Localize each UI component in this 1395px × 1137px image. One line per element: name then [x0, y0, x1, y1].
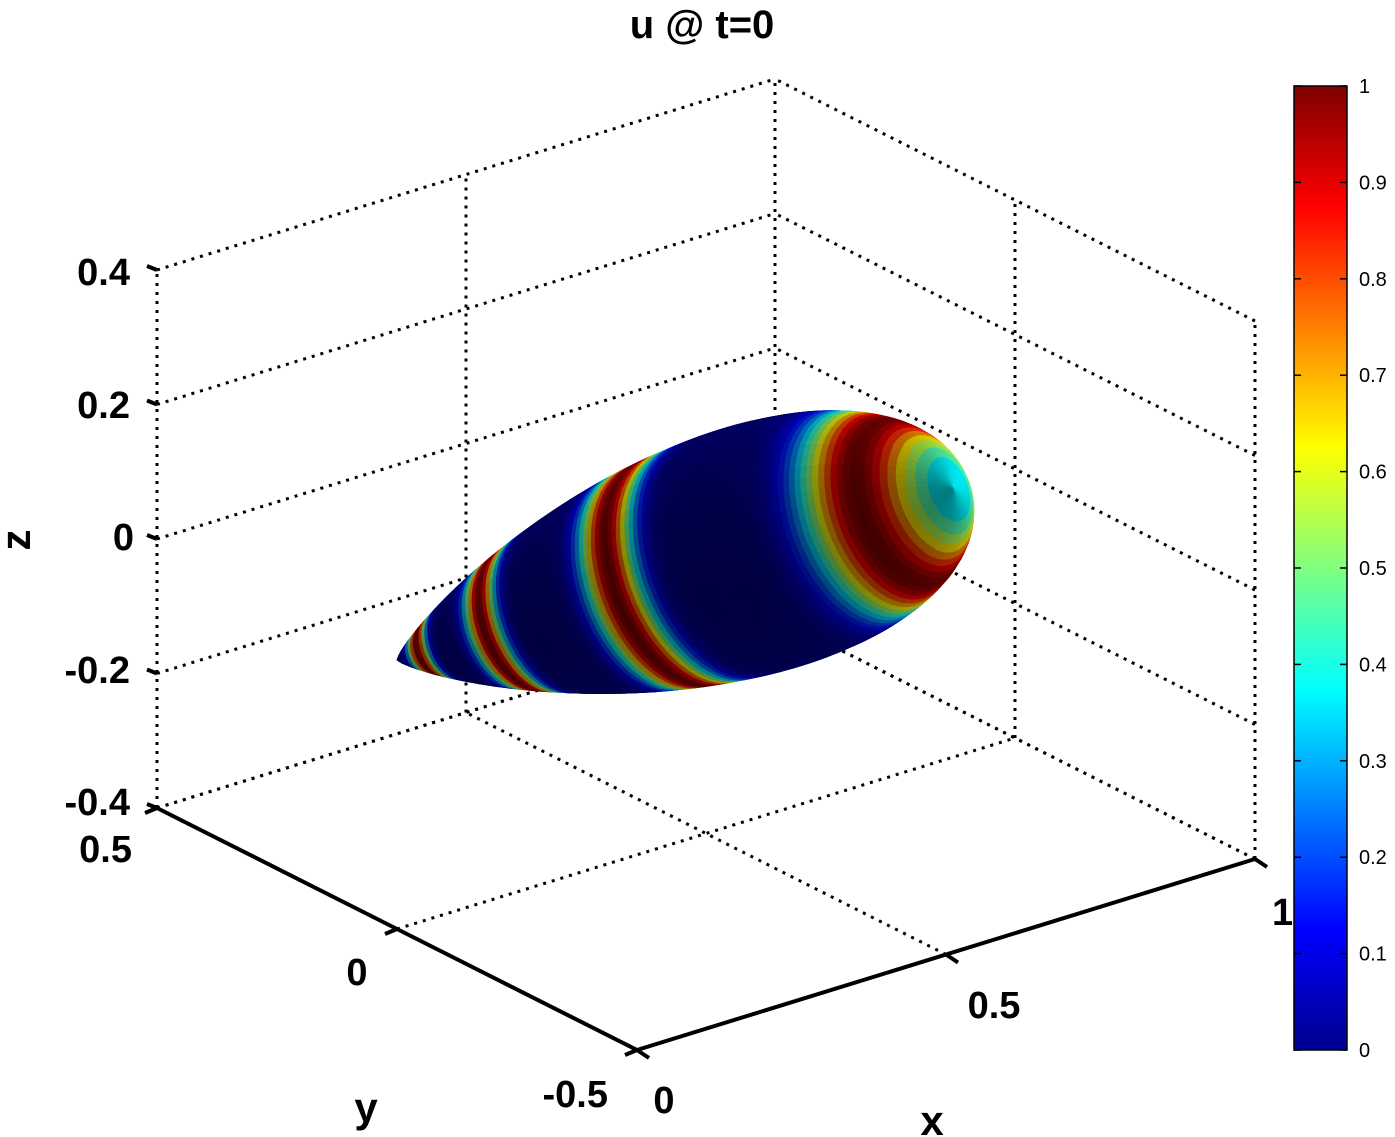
grid-line	[774, 77, 1256, 323]
grid-line	[396, 736, 1016, 931]
chart-title: u @ t=0	[630, 3, 775, 47]
surface	[396, 410, 975, 694]
grid-line	[465, 711, 947, 956]
